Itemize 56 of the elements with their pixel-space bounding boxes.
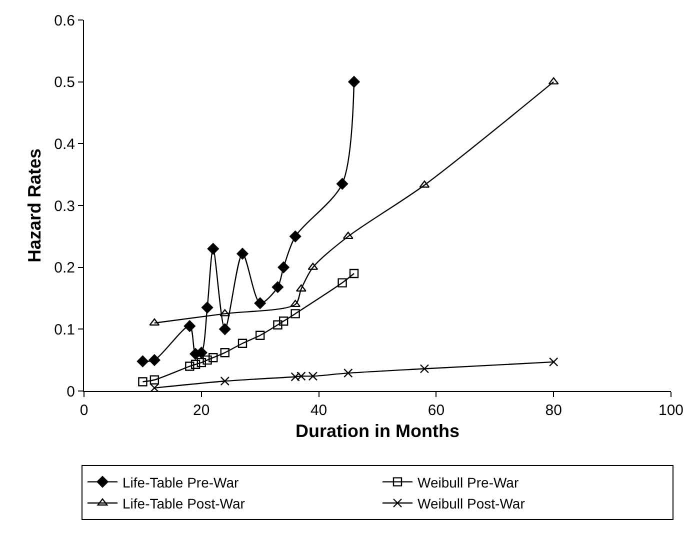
y-tick-label: 0.3	[54, 198, 75, 215]
x-tick-label: 20	[193, 402, 210, 419]
point	[207, 242, 219, 255]
point	[344, 368, 353, 378]
point	[308, 372, 318, 381]
point	[348, 76, 360, 88]
legend-label: Life-Table Pre-War	[122, 474, 240, 490]
x-tick-label: 80	[545, 402, 562, 419]
point	[150, 375, 160, 384]
point	[185, 362, 194, 371]
point	[136, 356, 148, 368]
point	[256, 330, 265, 340]
point	[236, 248, 248, 260]
point	[349, 268, 359, 278]
point	[338, 278, 347, 288]
x-tick-label: 0	[80, 402, 88, 419]
point	[342, 232, 354, 240]
point	[202, 355, 212, 365]
point	[219, 323, 231, 335]
point	[273, 320, 282, 330]
x-tick-label: 100	[658, 402, 684, 419]
point	[238, 338, 248, 348]
point	[220, 376, 230, 386]
y-tick-label: 0.5	[54, 74, 75, 92]
x-axis-title: Duration in Months	[296, 421, 460, 442]
point	[278, 316, 288, 326]
y-tick-label: 0.6	[54, 12, 75, 30]
point	[138, 377, 148, 386]
point	[549, 357, 558, 367]
point	[254, 297, 266, 309]
point	[290, 300, 301, 308]
point	[196, 358, 206, 368]
point	[278, 262, 290, 274]
y-tick-label: 0.2	[54, 260, 75, 277]
point	[419, 180, 430, 188]
y-axis-title: Hazard Rates	[24, 148, 44, 263]
point	[149, 318, 160, 326]
point	[272, 281, 284, 293]
legend-label: Weibull Pre-War	[418, 474, 519, 490]
x-tick-label: 40	[310, 402, 328, 419]
point	[220, 348, 230, 358]
point	[148, 354, 160, 366]
point	[296, 284, 306, 292]
point	[290, 309, 300, 318]
point	[184, 320, 196, 332]
y-tick-label: 0.4	[54, 136, 75, 153]
legend-label: Weibull Post-War	[418, 495, 526, 512]
y-tick-label: 0	[66, 383, 75, 400]
point	[201, 302, 214, 314]
point	[208, 353, 218, 362]
legend-label: Life-Table Post-War	[122, 495, 246, 512]
y-tick-label: 0.1	[54, 321, 75, 338]
point	[336, 178, 348, 190]
x-tick-label: 60	[428, 402, 445, 419]
point	[190, 360, 200, 370]
point	[290, 230, 302, 242]
